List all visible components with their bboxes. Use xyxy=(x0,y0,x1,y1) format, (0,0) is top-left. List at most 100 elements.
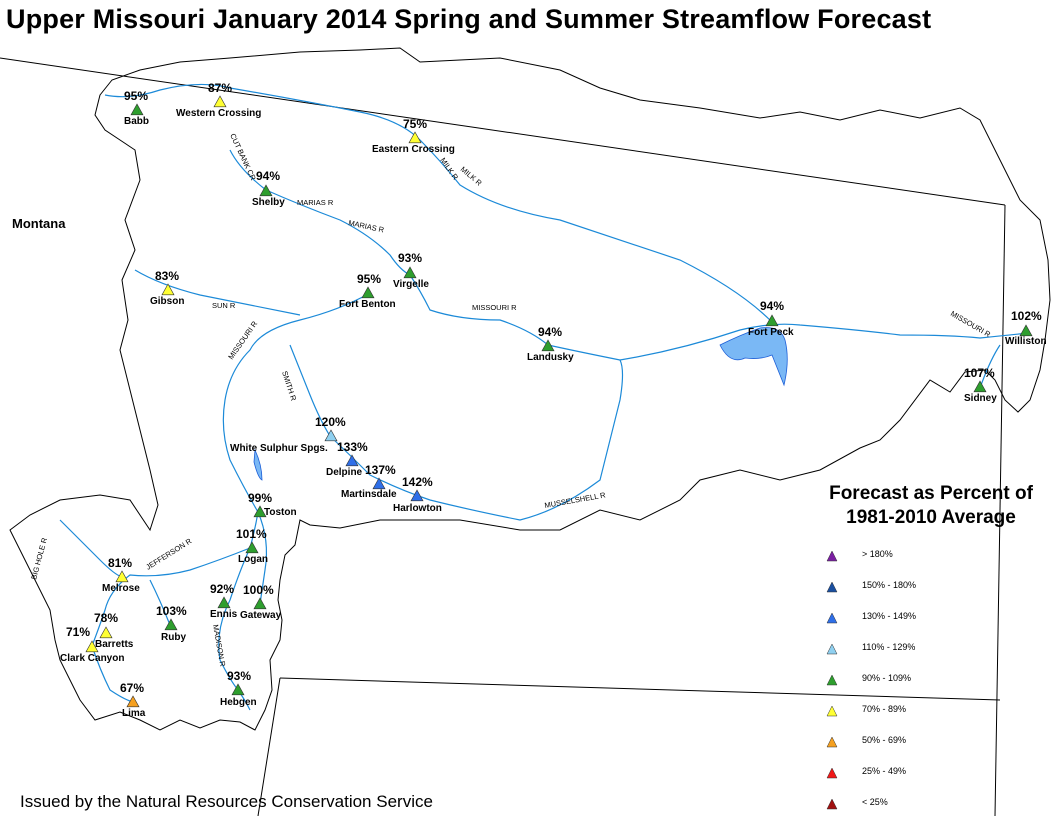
site-name-gibson: Gibson xyxy=(150,296,184,307)
site-marker-babb xyxy=(130,103,144,116)
site-pct-landusky: 94% xyxy=(538,325,562,339)
site-pct-ruby: 103% xyxy=(156,604,187,618)
river-madison xyxy=(218,547,251,711)
site-name-gateway: Gateway xyxy=(240,610,282,621)
legend-label: 90% - 109% xyxy=(862,673,912,683)
site-marker-sidney xyxy=(973,380,987,393)
site-pct-eastern-crossing: 75% xyxy=(403,117,427,131)
site-shelby: 94% Shelby xyxy=(252,169,285,208)
site-marker-virgelle xyxy=(403,266,417,279)
site-ruby: 103% Ruby xyxy=(156,604,187,643)
site-marker-ennis xyxy=(217,596,231,609)
site-marker-fort-benton xyxy=(361,286,375,299)
montana-nd-border xyxy=(994,204,1006,816)
site-ennis: 92% Ennis xyxy=(210,582,238,620)
legend-title-line2: 1981-2010 Average xyxy=(846,507,1016,528)
site-marker-delpine xyxy=(345,454,359,467)
river-label-sun: SUN R xyxy=(212,301,236,310)
site-name-fort-peck: Fort Peck xyxy=(748,327,794,338)
river-missouri-main xyxy=(409,274,1029,361)
site-pct-harlowton: 142% xyxy=(402,475,433,489)
legend-triangle-icon xyxy=(826,581,838,593)
site-hebgen: 93% Hebgen xyxy=(220,669,257,708)
state-label-montana: Montana xyxy=(12,216,66,231)
site-name-white-sulphur-spgs: White Sulphur Spgs. xyxy=(230,443,328,454)
site-name-harlowton: Harlowton xyxy=(393,503,442,514)
site-sidney: 107% Sidney xyxy=(964,366,997,404)
legend-label: 50% - 69% xyxy=(862,735,907,745)
forecast-sites: 95% Babb 87% Western Crossing 75% Eastern Cro… xyxy=(60,81,1047,719)
site-marker-shelby xyxy=(259,184,273,197)
site-pct-lima: 67% xyxy=(120,681,144,695)
river-musselshell xyxy=(329,359,624,521)
site-eastern-crossing: 75% Eastern Crossing xyxy=(372,117,455,155)
site-pct-delpine: 133% xyxy=(337,440,368,454)
site-pct-fort-peck: 94% xyxy=(760,299,784,313)
river-gallatin xyxy=(257,511,268,605)
river-labels: MARIAS R MARIAS R CUT BANK CR MILK R MIL… xyxy=(29,132,992,668)
site-name-barretts: Barretts xyxy=(95,639,134,650)
river-label-marias-2: MARIAS R xyxy=(348,218,386,234)
site-name-toston: Toston xyxy=(264,507,297,518)
fort-peck-lake xyxy=(719,327,788,387)
river-label-missouri-3: MISSOURI R xyxy=(226,319,259,361)
site-marker-logan xyxy=(245,541,259,554)
river-label-missouri-1: MISSOURI R xyxy=(472,303,517,312)
legend-triangle-icon xyxy=(826,550,838,562)
site-fort-benton: 95% Fort Benton xyxy=(339,272,396,310)
site-pct-white-sulphur-spgs: 120% xyxy=(315,415,346,429)
site-harlowton: 142% Harlowton xyxy=(393,475,442,514)
site-pct-fort-benton: 95% xyxy=(357,272,381,286)
idaho-border xyxy=(257,677,281,816)
legend-label: 25% - 49% xyxy=(862,766,907,776)
site-babb: 95% Babb xyxy=(124,89,149,127)
site-name-hebgen: Hebgen xyxy=(220,697,257,708)
site-pct-logan: 101% xyxy=(236,527,267,541)
site-lima: 67% Lima xyxy=(120,681,146,719)
legend-triangle-icon xyxy=(826,798,838,810)
legend-title-line1: Forecast as Percent of xyxy=(829,483,1033,504)
legend-triangle-icon xyxy=(826,612,838,624)
site-name-ennis: Ennis xyxy=(210,609,238,620)
site-gateway: 100% Gateway xyxy=(240,583,282,621)
river-label-missouri-2: MISSOURI R xyxy=(949,309,993,339)
state-boundaries xyxy=(0,57,1006,816)
site-pct-gibson: 83% xyxy=(155,269,179,283)
site-gibson: 83% Gibson xyxy=(150,269,184,307)
river-st-mary xyxy=(104,83,773,323)
site-pct-babb: 95% xyxy=(124,89,148,103)
site-marker-barretts xyxy=(99,626,113,639)
canyon-ferry-lake xyxy=(253,448,263,481)
site-marker-clark-canyon xyxy=(85,640,99,653)
site-pct-virgelle: 93% xyxy=(398,251,422,265)
river-smith xyxy=(289,344,331,437)
river-sun xyxy=(134,269,301,316)
site-marker-gibson xyxy=(161,283,175,296)
legend-triangle-icon xyxy=(826,674,838,686)
legend-triangle-icon xyxy=(826,643,838,655)
site-marker-eastern-crossing xyxy=(408,131,422,144)
river-beaverhead xyxy=(91,645,134,703)
legend-triangle-icon xyxy=(826,736,838,748)
footer-credit: Issued by the Natural Resources Conserva… xyxy=(20,792,433,811)
site-pct-martinsdale: 137% xyxy=(365,463,396,477)
site-marker-toston xyxy=(253,505,267,518)
site-pct-williston: 102% xyxy=(1011,309,1042,323)
site-pct-melrose: 81% xyxy=(108,556,132,570)
site-pct-hebgen: 93% xyxy=(227,669,251,683)
legend-label: > 180% xyxy=(862,549,893,559)
site-name-melrose: Melrose xyxy=(102,583,140,594)
river-label-marias-1: MARIAS R xyxy=(297,198,334,207)
site-marker-gateway xyxy=(253,597,267,610)
site-name-martinsdale: Martinsdale xyxy=(341,489,397,500)
site-name-sidney: Sidney xyxy=(964,393,997,404)
river-marias xyxy=(229,149,411,276)
site-marker-hebgen xyxy=(231,683,245,696)
legend-triangle-icon xyxy=(826,705,838,717)
site-name-western-crossing: Western Crossing xyxy=(176,108,261,119)
site-pct-barretts: 78% xyxy=(94,611,118,625)
river-label-jefferson: JEFFERSON R xyxy=(144,536,193,572)
river-label-musselshell: MUSSELSHELL R xyxy=(544,490,607,510)
legend-title: Forecast as Percent of 1981-2010 Average xyxy=(806,482,1056,530)
river-label-cut-bank: CUT BANK CR xyxy=(228,132,258,182)
